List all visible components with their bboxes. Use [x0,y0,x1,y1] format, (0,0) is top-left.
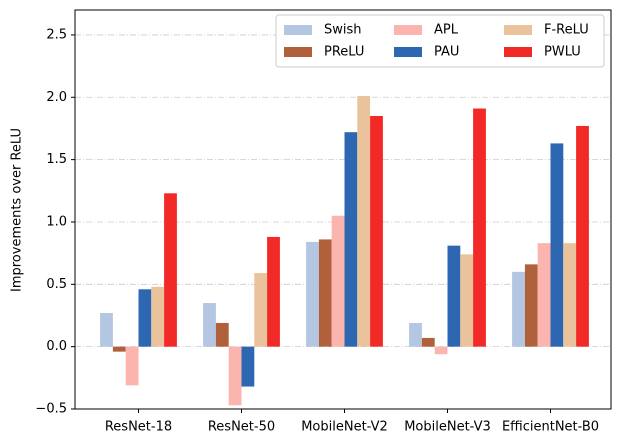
bar [344,132,358,347]
bar [357,96,371,347]
bar [370,115,383,347]
bar [512,271,525,347]
bar [447,245,461,347]
bar [460,254,474,347]
legend-swatch [284,47,312,57]
legend-label: PAU [434,45,459,60]
bar [550,143,564,347]
y-tick-label: 0.5 [46,277,67,292]
x-tick-label: MobileNet-V2 [301,420,388,435]
bar [254,273,268,347]
legend-label: PReLU [324,45,364,60]
y-tick-label: 2.0 [46,90,67,105]
bar [228,346,242,406]
bar [306,241,319,347]
y-axis-label: Improvements over ReLU [10,128,25,292]
bar [100,312,113,347]
bar [241,346,255,387]
legend-swatch [504,47,532,57]
legend-swatch [284,25,312,35]
bar [409,322,422,347]
bar [267,236,280,347]
bar [203,303,216,347]
legend-swatch [504,25,532,35]
bar [125,346,139,386]
y-tick-label: −0.5 [35,402,67,417]
bar [473,108,486,347]
bar [112,346,126,352]
x-tick-label: MobileNet-V3 [404,420,491,435]
bar [318,239,332,347]
x-tick-label: ResNet-50 [208,420,275,435]
y-tick-label: 0.0 [46,339,67,354]
y-tick-label: 2.5 [46,27,67,42]
plot-frame [74,9,612,410]
bar [215,322,229,347]
y-tick-label: 1.5 [46,152,67,167]
bar [434,346,448,355]
x-tick-label: EfficientNet-B0 [502,420,599,435]
legend-label: F-ReLU [544,23,589,38]
legend-swatch [394,47,422,57]
bar [576,125,589,347]
bar [563,243,577,347]
legend-label: Swish [324,23,362,38]
x-tick-label: ResNet-18 [105,420,172,435]
legend-label: APL [434,23,459,38]
bar [524,264,538,347]
bar [151,286,165,347]
y-tick-label: 1.0 [46,214,67,229]
bar [138,289,152,347]
legend-swatch [394,25,422,35]
legend-label: PWLU [544,45,581,60]
bar [331,215,345,347]
bar [164,193,177,347]
bar [537,243,551,347]
bar [421,337,435,347]
